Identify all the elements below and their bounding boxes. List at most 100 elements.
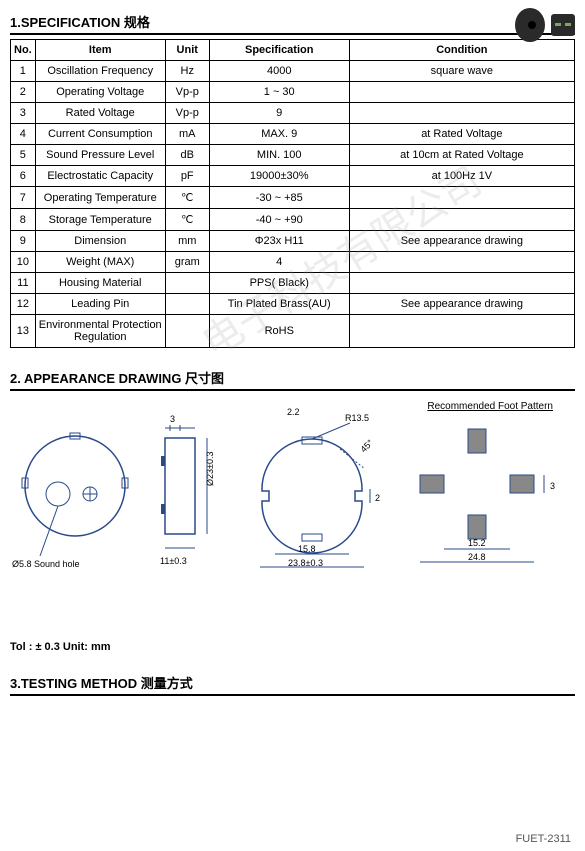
cell-cond <box>349 209 574 231</box>
inner-w-label: 15.8 <box>298 544 316 554</box>
cell-no: 10 <box>11 252 36 273</box>
cell-item: Environmental Protection Regulation <box>35 315 165 348</box>
cell-spec: RoHS <box>209 315 349 348</box>
fp-w-label: 15.2 <box>468 538 486 548</box>
header-spec: Specification <box>209 40 349 61</box>
cell-no: 4 <box>11 124 36 145</box>
fp-total-label: 24.8 <box>468 552 486 562</box>
cell-no: 5 <box>11 145 36 166</box>
cell-unit: Vp-p <box>165 82 209 103</box>
cell-item: Current Consumption <box>35 124 165 145</box>
cell-unit: mm <box>165 231 209 252</box>
product-photo <box>515 2 575 47</box>
table-row: 13Environmental Protection Regulation RoH… <box>11 315 575 348</box>
buzzer-side-icon <box>551 14 575 36</box>
footer-partno: FUET-2311 <box>516 833 571 845</box>
cell-cond: at 10cm at Rated Voltage <box>349 145 574 166</box>
cell-unit: dB <box>165 145 209 166</box>
cell-item: Storage Temperature <box>35 209 165 231</box>
cell-no: 1 <box>11 61 36 82</box>
table-row: 8Storage Temperature℃-40 ~ +90 <box>11 209 575 231</box>
cell-cond: See appearance drawing <box>349 294 574 315</box>
header-item: Item <box>35 40 165 61</box>
cell-spec: Tin Plated Brass(AU) <box>209 294 349 315</box>
cell-cond <box>349 273 574 294</box>
cell-item: Sound Pressure Level <box>35 145 165 166</box>
cell-cond: See appearance drawing <box>349 231 574 252</box>
cell-spec: -40 ~ +90 <box>209 209 349 231</box>
outer-w-label: 23.8±0.3 <box>288 558 323 568</box>
cell-item: Leading Pin <box>35 294 165 315</box>
buzzer-top-icon <box>515 8 545 42</box>
table-row: 2Operating VoltageVp-p1 ~ 30 <box>11 82 575 103</box>
cell-unit: Hz <box>165 61 209 82</box>
cell-item: Electrostatic Capacity <box>35 166 165 187</box>
header-no: No. <box>11 40 36 61</box>
cell-item: Operating Voltage <box>35 82 165 103</box>
tolerance-note: Tol : ± 0.3 Unit: mm <box>10 641 575 653</box>
cell-no: 2 <box>11 82 36 103</box>
diameter-label: Ø23±0.3 <box>205 452 215 486</box>
cell-cond <box>349 82 574 103</box>
cell-spec: MIN. 100 <box>209 145 349 166</box>
cell-unit: Vp-p <box>165 103 209 124</box>
drawing-section-title: 2. APPEARANCE DRAWING 尺寸图 <box>10 368 575 391</box>
cell-unit: ℃ <box>165 187 209 209</box>
cell-no: 7 <box>11 187 36 209</box>
cell-cond <box>349 103 574 124</box>
header-unit: Unit <box>165 40 209 61</box>
table-row: 11Housing MaterialPPS( Black) <box>11 273 575 294</box>
table-row: 9DimensionmmΦ23x H11See appearance drawi… <box>11 231 575 252</box>
table-row: 10Weight (MAX)gram4 <box>11 252 575 273</box>
fp-h-label: 3 <box>550 481 555 491</box>
cell-item: Oscillation Frequency <box>35 61 165 82</box>
front-view-svg <box>10 416 150 576</box>
cell-unit: pF <box>165 166 209 187</box>
cell-spec: 1 ~ 30 <box>209 82 349 103</box>
cell-cond: at Rated Voltage <box>349 124 574 145</box>
cell-unit <box>165 315 209 348</box>
table-row: 1Oscillation FrequencyHz4000square wave <box>11 61 575 82</box>
table-row: 5Sound Pressure LeveldBMIN. 100at 10cm a… <box>11 145 575 166</box>
cell-unit <box>165 294 209 315</box>
cell-spec: 4000 <box>209 61 349 82</box>
cell-cond: square wave <box>349 61 574 82</box>
pin-offset-label: 2.2 <box>287 407 300 417</box>
table-row: 3Rated VoltageVp-p9 <box>11 103 575 124</box>
table-header-row: No. Item Unit Specification Condition <box>11 40 575 61</box>
appearance-drawing: Recommended Foot Pattern Ø5.8 Sound hole… <box>10 401 575 611</box>
cell-item: Dimension <box>35 231 165 252</box>
cell-item: Operating Temperature <box>35 187 165 209</box>
cell-no: 8 <box>11 209 36 231</box>
table-row: 6Electrostatic CapacitypF19000±30%at 100… <box>11 166 575 187</box>
radius-label: R13.5 <box>345 413 369 423</box>
cell-no: 3 <box>11 103 36 124</box>
cell-cond <box>349 187 574 209</box>
cell-unit: ℃ <box>165 209 209 231</box>
cell-cond <box>349 252 574 273</box>
testing-section-title: 3.TESTING METHOD 测量方式 <box>10 673 575 696</box>
cell-unit <box>165 273 209 294</box>
cell-cond <box>349 315 574 348</box>
cell-item: Housing Material <box>35 273 165 294</box>
cell-spec: -30 ~ +85 <box>209 187 349 209</box>
side-view-svg <box>155 416 225 576</box>
cell-unit: mA <box>165 124 209 145</box>
cell-item: Rated Voltage <box>35 103 165 124</box>
table-row: 7Operating Temperature℃-30 ~ +85 <box>11 187 575 209</box>
cell-spec: 4 <box>209 252 349 273</box>
recommended-foot-pattern-title: Recommended Foot Pattern <box>427 401 553 412</box>
cell-no: 9 <box>11 231 36 252</box>
table-row: 12Leading Pin Tin Plated Brass(AU)See app… <box>11 294 575 315</box>
cell-no: 13 <box>11 315 36 348</box>
cell-spec: MAX. 9 <box>209 124 349 145</box>
pin-h-label: 2 <box>375 493 380 503</box>
cell-cond: at 100Hz 1V <box>349 166 574 187</box>
cell-no: 11 <box>11 273 36 294</box>
spec-table: No. Item Unit Specification Condition 1O… <box>10 39 575 348</box>
pin-width-label: 3 <box>170 414 175 424</box>
cell-no: 6 <box>11 166 36 187</box>
cell-no: 12 <box>11 294 36 315</box>
cell-unit: gram <box>165 252 209 273</box>
cell-spec: 9 <box>209 103 349 124</box>
